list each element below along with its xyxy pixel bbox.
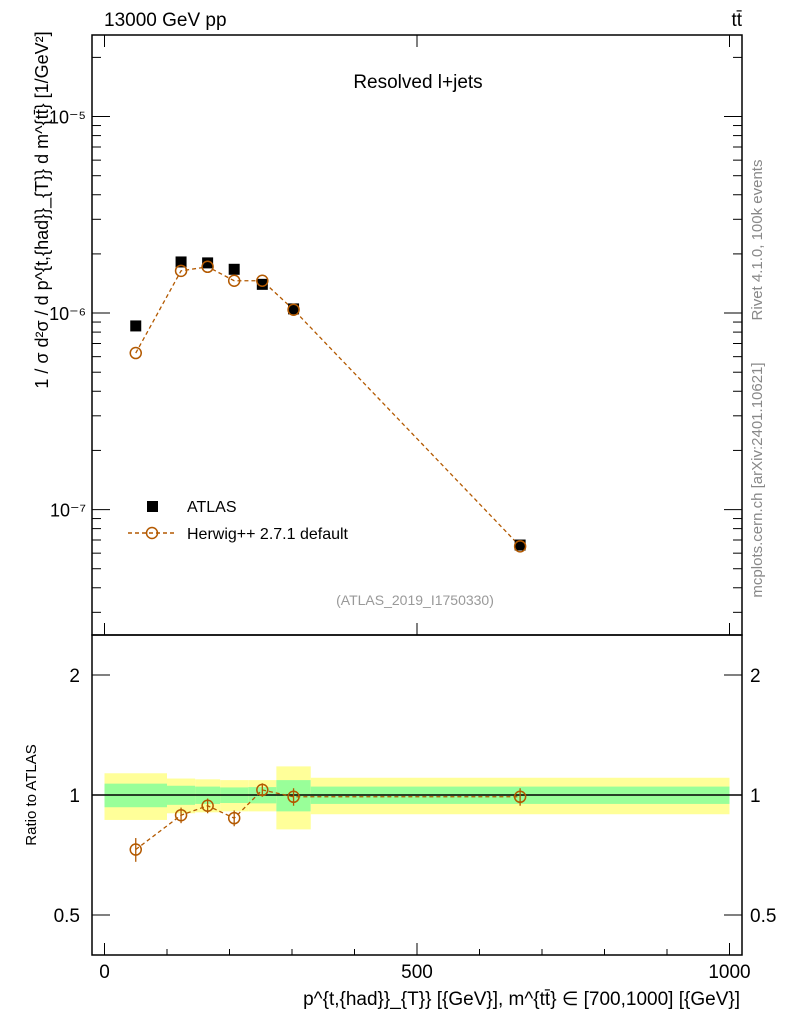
mc-point <box>201 260 214 274</box>
main-frame <box>91 34 743 636</box>
mc-point <box>227 274 241 288</box>
x-tick-label: 0 <box>99 962 110 983</box>
mc-point <box>513 540 527 553</box>
ratio-tick-label-right: 1 <box>750 786 761 807</box>
header-left: 13000 GeV pp <box>104 10 227 31</box>
ratio-point <box>174 808 188 822</box>
x-tick-label: 500 <box>401 962 433 983</box>
legend-mc-label: Herwig++ 2.7.1 default <box>187 526 349 543</box>
atlas-point <box>256 278 268 290</box>
x-tick-label: 1000 <box>708 962 750 983</box>
atlas-point <box>228 263 240 275</box>
ratio-tick-label: 1 <box>69 786 80 807</box>
ratio-y-label: Ratio to ATLAS <box>23 744 40 845</box>
mc-point <box>287 303 300 316</box>
y-tick-label: 10⁻⁶ <box>49 304 86 324</box>
ratio-point <box>227 811 241 825</box>
ratio-tick-label: 0.5 <box>54 906 80 927</box>
x-axis-label: p^{t,{had}}_{T}} [{GeV}], m^{tt̄} ∈ [700… <box>303 989 740 1010</box>
atlas-point <box>514 539 526 551</box>
atlas-point <box>130 320 142 332</box>
ratio-point <box>201 799 214 813</box>
mcplots-label: mcplots.cern.ch [arXiv:2401.10621] <box>749 362 766 597</box>
mc-line <box>135 266 521 547</box>
rivet-label: Rivet 4.1.0, 100k events <box>749 160 766 321</box>
ratio-tick-label-right: 0.5 <box>750 906 776 927</box>
y-tick-label: 10⁻⁷ <box>50 501 86 521</box>
legend-mc-marker <box>145 526 159 540</box>
mc-point <box>174 264 188 278</box>
chart-title: Resolved l+jets <box>353 72 482 93</box>
legend-atlas-label: ATLAS <box>187 499 237 516</box>
header-right: tt̄ <box>731 10 742 31</box>
ratio-tick-label-right: 2 <box>750 666 761 687</box>
ratio-point <box>287 790 300 804</box>
atlas-point <box>202 257 214 269</box>
y-tick-label: 10⁻⁵ <box>49 108 86 128</box>
ratio-tick-label: 2 <box>69 666 80 687</box>
mc-point <box>256 274 269 288</box>
mc-point <box>129 346 142 360</box>
atlas-point <box>288 303 300 315</box>
ratio-point <box>513 790 527 804</box>
ratio-point <box>256 783 269 797</box>
ratio-point <box>129 843 142 856</box>
legend-atlas-marker <box>147 501 158 512</box>
watermark: (ATLAS_2019_I1750330) <box>336 592 494 608</box>
y-axis-label: 1 / σ d²σ / d p^{t,{had}}_{T}} d m^{tt̄}… <box>32 31 53 388</box>
atlas-point <box>175 256 187 268</box>
